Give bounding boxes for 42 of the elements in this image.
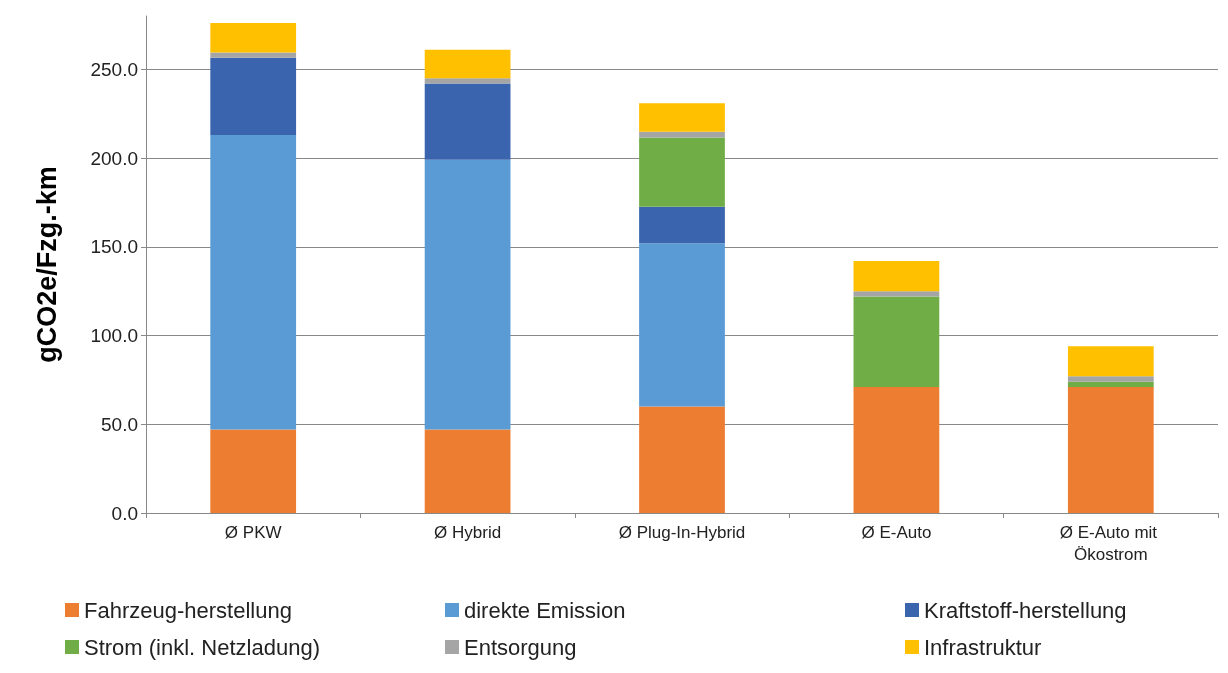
bar — [210, 52, 297, 58]
bar — [853, 260, 940, 292]
y-tick-label: 150.0 — [90, 236, 138, 258]
legend-label: Strom (inkl. Netzladung) — [84, 634, 320, 660]
bar — [853, 296, 940, 387]
bar — [639, 103, 725, 132]
y-axis-title: gCO2e/Fzg.-km — [31, 166, 62, 363]
y-tick-label: 0.0 — [111, 502, 138, 524]
bar — [210, 134, 297, 430]
legend-label: direkte Emission — [464, 597, 626, 623]
bar — [853, 291, 940, 297]
bar — [210, 23, 297, 53]
bar — [210, 429, 297, 513]
bar — [424, 83, 511, 160]
y-tick-label: 250.0 — [90, 58, 138, 80]
y-tick-label: 50.0 — [101, 413, 138, 435]
legend-label: Entsorgung — [464, 634, 577, 660]
bar — [1067, 381, 1154, 387]
legend-label: Infrastruktur — [924, 634, 1042, 660]
bar — [210, 57, 297, 135]
y-tick-label: 200.0 — [90, 147, 138, 169]
bar — [853, 386, 940, 513]
bar — [639, 131, 725, 138]
bar — [424, 78, 511, 84]
bar — [639, 406, 725, 513]
x-tick-label: Ø E-Auto — [861, 522, 932, 542]
legend-label: Kraftstoff-herstellung — [924, 597, 1127, 623]
x-tick-label: Ø Hybrid — [434, 522, 502, 542]
x-tick-label: Ø PKW — [224, 522, 282, 542]
bar — [1067, 376, 1154, 382]
legend-label: Fahrzeug-herstellung — [84, 597, 292, 623]
x-tick-label: Ø Plug-In-Hybrid — [618, 522, 746, 542]
bar — [424, 49, 511, 79]
y-tick-label: 100.0 — [90, 325, 138, 346]
bar — [639, 243, 725, 407]
bar — [1067, 386, 1154, 513]
bar — [639, 206, 725, 244]
bar — [1067, 346, 1154, 377]
bar — [424, 429, 511, 513]
x-tick-label: Ø E-Auto mit Ökostrom — [1059, 522, 1162, 564]
bar — [639, 137, 725, 207]
bar — [424, 159, 511, 430]
